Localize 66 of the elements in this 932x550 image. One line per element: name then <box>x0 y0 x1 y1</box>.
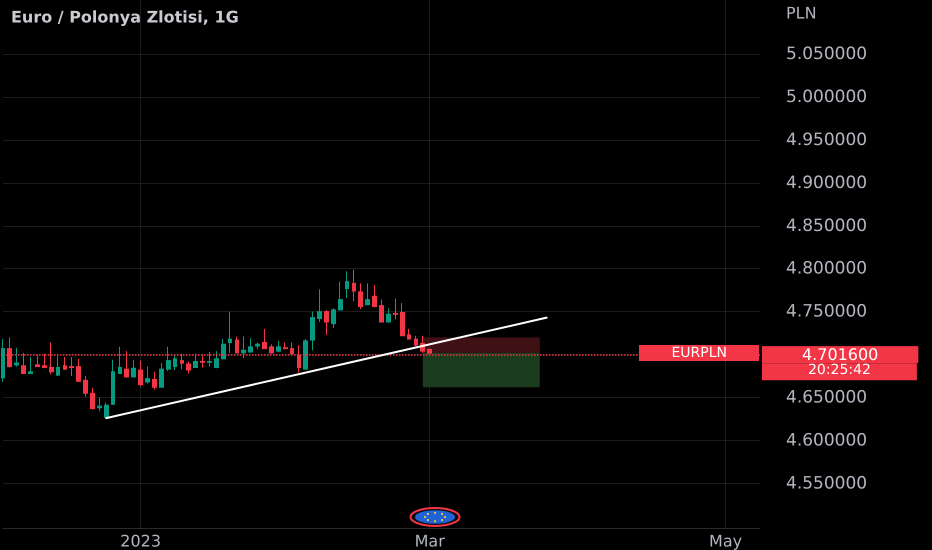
y-tick-label: 4.850000 <box>786 216 868 236</box>
candlestick <box>372 284 377 308</box>
candlestick <box>331 308 336 328</box>
candlestick <box>207 352 212 368</box>
text: Euro / Polonya Zlotisi, 1G <box>11 8 239 26</box>
candlestick <box>365 282 370 306</box>
candlestick <box>248 338 253 354</box>
y-tick-label: 4.650000 <box>786 388 868 408</box>
candlestick <box>131 359 136 378</box>
x-tick-label: 2023 <box>120 532 161 550</box>
candlestick <box>166 346 171 372</box>
candlestick <box>104 402 109 419</box>
candlestick <box>56 354 60 377</box>
candlestick <box>1 338 5 383</box>
candlestick <box>145 366 150 384</box>
candlestick <box>69 356 74 377</box>
candlestick <box>90 388 95 410</box>
y-tick-label: 5.000000 <box>786 87 868 108</box>
candlestick <box>97 397 102 412</box>
candlestick <box>118 346 122 374</box>
ref-line-label: 4.701600 <box>802 345 878 364</box>
candlestick <box>310 311 315 351</box>
y-tick-label: 4.600000 <box>786 430 868 450</box>
candlestick <box>14 347 19 368</box>
candlestick <box>407 328 411 340</box>
candlestick <box>193 353 198 368</box>
y-tick-label: 4.950000 <box>786 130 868 150</box>
candlestick <box>276 340 281 352</box>
y-tick-label: 4.750000 <box>786 302 868 322</box>
candlestick <box>414 335 418 346</box>
candlestick <box>228 311 232 354</box>
candlestick <box>379 299 384 322</box>
candlestick <box>283 342 288 350</box>
candlestick <box>76 358 81 383</box>
candlestick <box>358 282 363 310</box>
candlestick <box>324 309 329 336</box>
x-tick-label: May <box>709 532 742 550</box>
candlestick <box>111 359 115 405</box>
candlestick <box>400 302 405 336</box>
candlestick <box>317 288 322 322</box>
candlestick <box>138 360 143 387</box>
tag: EURPLN <box>639 345 759 362</box>
candlestick <box>28 356 33 374</box>
text: 20:25:42 <box>808 362 871 378</box>
candlestick <box>338 281 343 310</box>
candlestick <box>83 376 88 398</box>
x-tick-label: Mar <box>414 532 446 550</box>
y-tick-label: 4.550000 <box>786 473 868 494</box>
y-axis-title: PLN <box>786 4 817 22</box>
y-tick-label: 4.900000 <box>786 172 868 193</box>
candlestick <box>262 328 267 350</box>
candlestick <box>221 338 226 360</box>
candlestick <box>255 342 260 350</box>
candlestick <box>152 371 157 390</box>
candlestick <box>345 270 349 298</box>
candlestick <box>386 308 391 322</box>
candlestick <box>173 354 177 371</box>
candlestick <box>186 360 191 374</box>
candlestick <box>393 298 398 320</box>
candlestick <box>159 362 164 388</box>
candlestick <box>352 269 356 302</box>
y-tick-label: 4.800000 <box>786 258 868 279</box>
candlestick <box>241 336 246 359</box>
candlestick <box>303 338 308 370</box>
y-tick-label: 5.050000 <box>786 44 868 64</box>
candlestick <box>214 350 219 369</box>
